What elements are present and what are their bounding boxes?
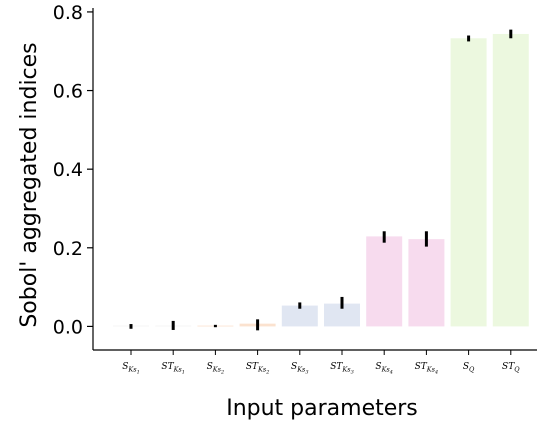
y-tick-label: 0.0 bbox=[53, 316, 83, 338]
bar bbox=[324, 303, 360, 327]
y-axis-ticks: 0.0 0.2 0.4 0.6 0.8 bbox=[53, 2, 93, 338]
bar bbox=[492, 33, 529, 327]
x-tick-label: SKs3 bbox=[291, 362, 309, 375]
y-tick-label: 0.6 bbox=[53, 81, 83, 103]
bar bbox=[408, 239, 445, 327]
x-tick-label: SKs2 bbox=[207, 362, 225, 375]
y-tick-label: 0.8 bbox=[53, 2, 83, 24]
y-tick-label: 0.2 bbox=[53, 238, 83, 260]
x-tick-label: SKs4 bbox=[375, 362, 393, 375]
bar bbox=[450, 38, 487, 327]
y-axis-title: Sobol' aggregated indices bbox=[17, 42, 42, 327]
y-tick-label: 0.4 bbox=[53, 159, 83, 181]
x-tick-label: STKs2 bbox=[246, 362, 270, 375]
x-axis-title: Input parameters bbox=[226, 396, 418, 421]
error-bars-group bbox=[129, 29, 513, 331]
x-tick-label: STKs4 bbox=[415, 362, 439, 375]
x-tick-label: STKs3 bbox=[330, 362, 354, 375]
bar bbox=[366, 236, 403, 327]
x-tick-label: STQ bbox=[502, 362, 520, 374]
x-tick-label: SKs1 bbox=[122, 362, 140, 375]
bar bbox=[281, 305, 318, 327]
x-axis-ticks: SKs1 STKs1 SKs2 STKs2 SKs3 STKs3 SKs4 STKs4 SQ ST… bbox=[122, 350, 520, 375]
x-tick-label: SQ bbox=[463, 362, 475, 374]
bars-group bbox=[113, 33, 529, 327]
x-tick-label: STKs1 bbox=[161, 362, 185, 375]
